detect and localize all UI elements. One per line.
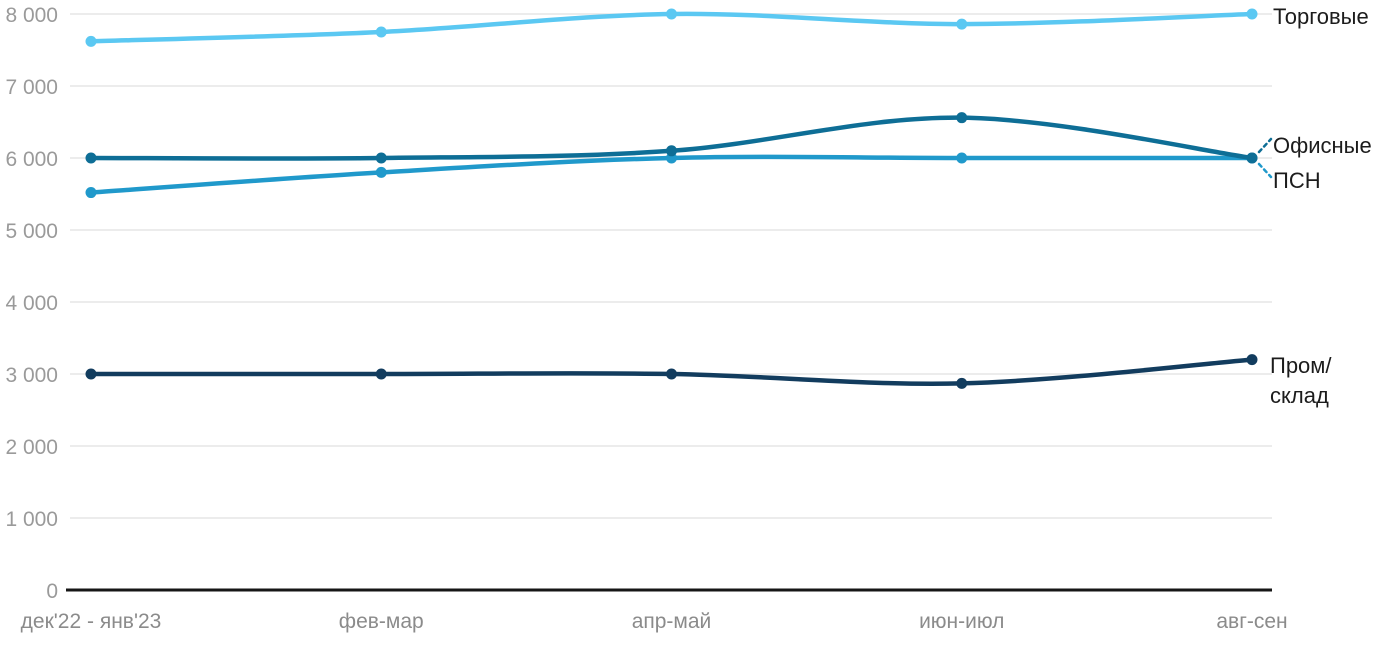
x-tick-label: фев-мар xyxy=(339,610,424,633)
series-marker-industrial[interactable] xyxy=(85,368,97,380)
y-tick-label: 4 000 xyxy=(5,292,58,315)
series-marker-retail[interactable] xyxy=(85,35,97,47)
y-tick-label: 6 000 xyxy=(5,148,58,171)
y-axis-labels: 0 1 000 2 000 3 000 4 000 5 000 6 000 7 000 8 00… xyxy=(5,4,58,603)
series-marker-psn[interactable] xyxy=(375,166,387,178)
series-label-office: Офисные xyxy=(1273,133,1372,158)
series-label-psn: ПСН xyxy=(1273,168,1321,193)
x-tick-label: авг-сен xyxy=(1216,610,1287,633)
series-marker-retail[interactable] xyxy=(1246,8,1258,20)
y-tick-label: 3 000 xyxy=(5,364,58,387)
series-marker-office[interactable] xyxy=(666,145,677,157)
series-marker-industrial[interactable] xyxy=(1246,354,1258,366)
series-marker-office[interactable] xyxy=(1246,152,1258,164)
x-tick-label: дек'22 - янв'23 xyxy=(21,610,162,633)
series-lines xyxy=(85,8,1258,389)
series-marker-office[interactable] xyxy=(956,112,968,124)
series-marker-psn[interactable] xyxy=(85,187,97,199)
series-marker-psn[interactable] xyxy=(956,152,968,164)
label-connectors xyxy=(1257,137,1273,179)
series-marker-industrial[interactable] xyxy=(666,368,677,380)
series-label-industrial-line2: склад xyxy=(1270,383,1329,408)
gridlines xyxy=(70,13,1272,519)
y-tick-label: 5 000 xyxy=(5,220,58,243)
series-marker-retail[interactable] xyxy=(375,26,387,38)
x-tick-label: июн-июл xyxy=(919,610,1004,633)
label-connector-psn xyxy=(1257,162,1273,179)
series-label-industrial-line1: Пром/ xyxy=(1270,353,1332,378)
x-tick-label: апр-май xyxy=(632,610,712,633)
y-tick-label: 7 000 xyxy=(5,76,58,99)
y-tick-label: 8 000 xyxy=(5,4,58,27)
series-marker-office[interactable] xyxy=(375,152,387,164)
series-marker-retail[interactable] xyxy=(666,8,677,20)
x-axis-labels: дек'22 - янв'23 фев-мар апр-май июн-июл авг-… xyxy=(21,610,1288,633)
label-connector-office xyxy=(1257,137,1273,154)
y-tick-label: 0 xyxy=(46,580,58,603)
series-marker-retail[interactable] xyxy=(956,18,968,30)
series-label-retail: Торговые xyxy=(1273,4,1369,29)
series-label-industrial: Пром/ склад xyxy=(1270,351,1332,411)
y-tick-label: 1 000 xyxy=(5,508,58,531)
series-marker-office[interactable] xyxy=(85,152,97,164)
y-tick-label: 2 000 xyxy=(5,436,58,459)
series-marker-industrial[interactable] xyxy=(956,377,968,389)
series-marker-industrial[interactable] xyxy=(375,368,387,380)
